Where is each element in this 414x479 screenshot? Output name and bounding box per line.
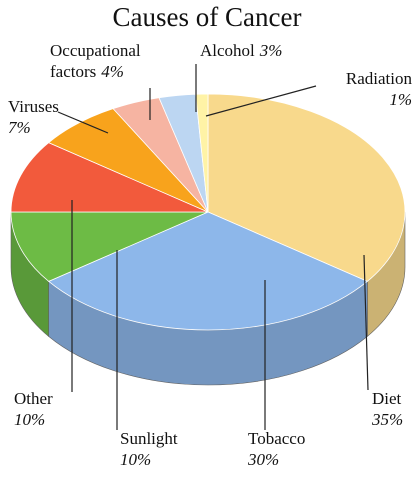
slice: [207, 93, 406, 282]
value-label: 1%: [389, 90, 412, 109]
category-label: Occupational factors: [50, 41, 141, 81]
slice-label: Viruses 7%: [8, 96, 78, 138]
value-label: 30%: [248, 450, 280, 469]
category-label: Tobacco: [248, 429, 306, 448]
leader-line: [57, 111, 109, 134]
category-label: Radiation: [345, 69, 412, 88]
value-label: 35%: [372, 410, 404, 429]
slice-label: Occupational factors 4%: [50, 40, 172, 82]
slice-label: Other 10%: [14, 388, 94, 430]
value-label: 4%: [101, 62, 124, 81]
slice: [10, 211, 209, 282]
slice: [47, 211, 369, 331]
category-label: Other: [14, 389, 53, 408]
leader-line: [363, 254, 369, 391]
category-label: Viruses: [8, 97, 59, 116]
value-label: 3%: [259, 41, 283, 60]
slice-label: Diet 35%: [372, 388, 414, 430]
slice-label: Sunlight 10%: [120, 428, 200, 470]
slice-label: Radiation 1%: [318, 68, 412, 110]
leader-line: [205, 85, 317, 117]
slice-label: Alcohol 3%: [200, 40, 320, 61]
chart-title: Causes of Cancer: [112, 2, 302, 32]
value-label: 10%: [120, 450, 152, 469]
category-label: Alcohol: [200, 41, 255, 60]
category-label: Diet: [372, 389, 402, 408]
slice: [10, 142, 209, 213]
value-label: 10%: [14, 410, 46, 429]
value-label: 7%: [8, 118, 31, 137]
slice-label: Tobacco 30%: [248, 428, 328, 470]
category-label: Sunlight: [120, 429, 178, 448]
